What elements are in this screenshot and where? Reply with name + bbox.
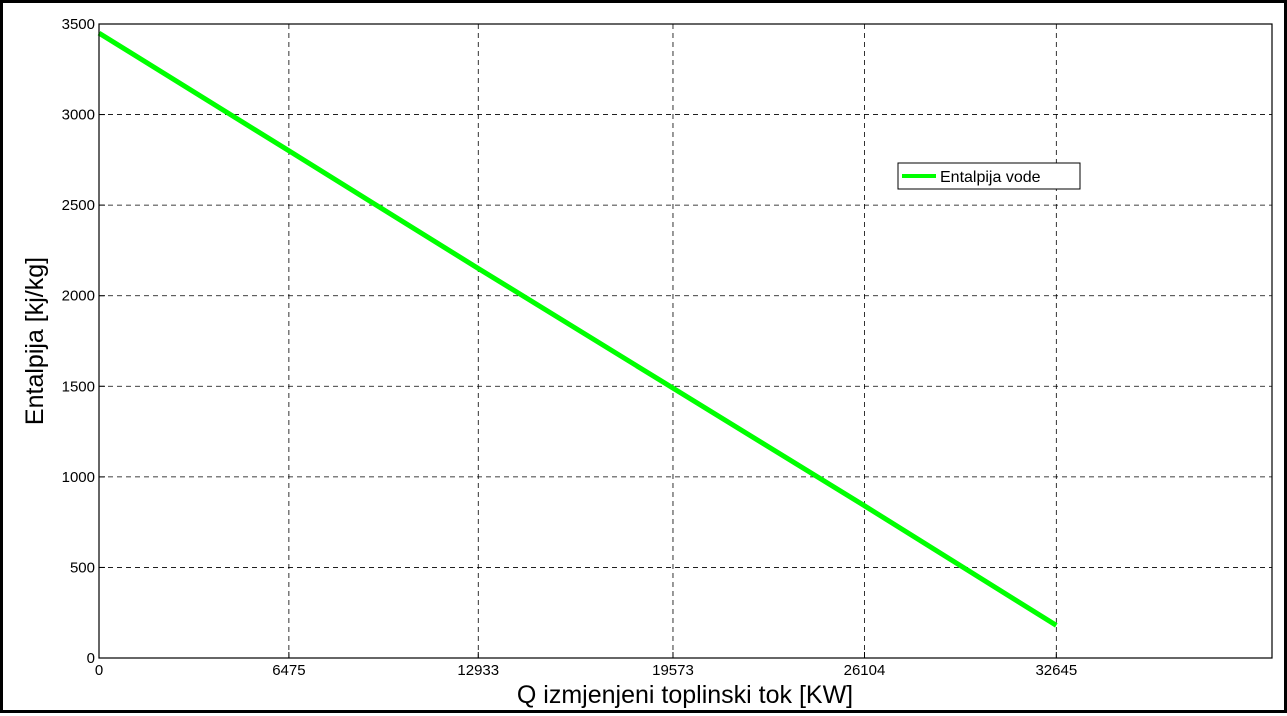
grid-lines [99, 24, 1272, 658]
plot-area [99, 24, 1272, 658]
x-tick-label: 32645 [1035, 662, 1077, 679]
legend: Entalpija vode [897, 162, 1081, 190]
y-tick-label: 1000 [62, 469, 95, 486]
x-tick-label: 0 [95, 662, 103, 679]
x-tick-label: 19573 [652, 662, 694, 679]
x-axis-ticks: 0 6475 12933 19573 26104 32645 [95, 652, 1077, 679]
x-tick-label: 12933 [457, 662, 499, 679]
x-tick-label: 6475 [272, 662, 305, 679]
series-line [97, 30, 1058, 628]
y-tick-label: 2500 [62, 197, 95, 214]
line-chart: 0 6475 12933 19573 26104 32645 0 500 1000 1500 20… [21, 16, 1273, 709]
y-axis-label: Entalpija [kj/kg] [21, 257, 49, 425]
plot-border [98, 23, 1273, 659]
legend-entry-label: Entalpija vode [940, 169, 1041, 186]
x-tick-label: 26104 [844, 662, 886, 679]
y-tick-label: 1500 [62, 378, 95, 395]
y-tick-label: 2000 [62, 288, 95, 305]
y-tick-label: 500 [70, 559, 95, 576]
x-axis-label: Q izmjenjeni toplinski tok [KW] [517, 681, 853, 709]
series-group [97, 30, 1058, 628]
y-axis-ticks: 0 500 1000 1500 2000 2500 3000 3500 [62, 16, 105, 667]
y-tick-label: 0 [87, 650, 95, 667]
y-tick-label: 3500 [62, 16, 95, 33]
y-tick-label: 3000 [62, 107, 95, 124]
